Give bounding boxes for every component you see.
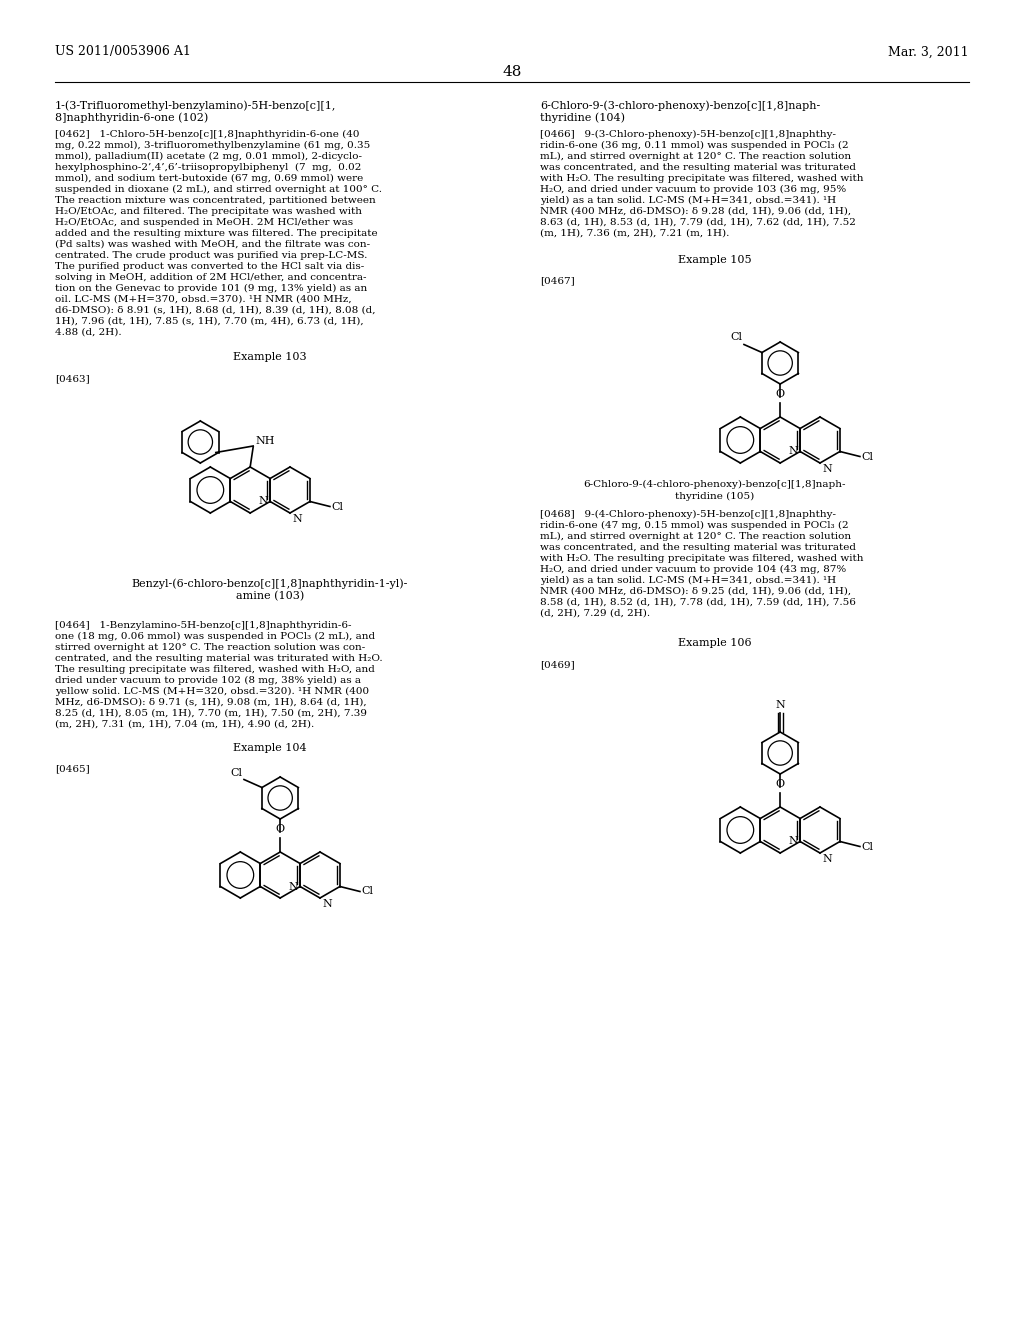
Text: yellow solid. LC-MS (M+H=320, obsd.=320). ¹H NMR (400: yellow solid. LC-MS (M+H=320, obsd.=320)… — [55, 686, 369, 696]
Text: [0467]: [0467] — [540, 276, 574, 285]
Text: mmol), palladium(II) acetate (2 mg, 0.01 mmol), 2-dicyclo-: mmol), palladium(II) acetate (2 mg, 0.01… — [55, 152, 362, 161]
Text: 8.25 (d, 1H), 8.05 (m, 1H), 7.70 (m, 1H), 7.50 (m, 2H), 7.39: 8.25 (d, 1H), 8.05 (m, 1H), 7.70 (m, 1H)… — [55, 709, 367, 718]
Text: MHz, d6-DMSO): δ 9.71 (s, 1H), 9.08 (m, 1H), 8.64 (d, 1H),: MHz, d6-DMSO): δ 9.71 (s, 1H), 9.08 (m, … — [55, 698, 367, 708]
Text: (Pd salts) was washed with MeOH, and the filtrate was con-: (Pd salts) was washed with MeOH, and the… — [55, 240, 370, 249]
Text: N: N — [322, 899, 332, 909]
Text: H₂O, and dried under vacuum to provide 104 (43 mg, 87%: H₂O, and dried under vacuum to provide 1… — [540, 565, 846, 574]
Text: N: N — [822, 465, 831, 474]
Text: 48: 48 — [503, 65, 521, 79]
Text: US 2011/0053906 A1: US 2011/0053906 A1 — [55, 45, 190, 58]
Text: tion on the Genevac to provide 101 (9 mg, 13% yield) as an: tion on the Genevac to provide 101 (9 mg… — [55, 284, 368, 293]
Text: yield) as a tan solid. LC-MS (M+H=341, obsd.=341). ¹H: yield) as a tan solid. LC-MS (M+H=341, o… — [540, 195, 837, 205]
Text: (d, 2H), 7.29 (d, 2H).: (d, 2H), 7.29 (d, 2H). — [540, 609, 650, 618]
Text: [0469]: [0469] — [540, 660, 574, 669]
Text: amine (103): amine (103) — [236, 591, 304, 602]
Text: Cl: Cl — [331, 502, 343, 511]
Text: [0466]   9-(3-Chloro-phenoxy)-5H-benzo[c][1,8]naphthy-: [0466] 9-(3-Chloro-phenoxy)-5H-benzo[c][… — [540, 129, 836, 139]
Text: NH: NH — [255, 436, 274, 446]
Text: The purified product was converted to the HCl salt via dis-: The purified product was converted to th… — [55, 261, 365, 271]
Text: mL), and stirred overnight at 120° C. The reaction solution: mL), and stirred overnight at 120° C. Th… — [540, 152, 851, 161]
Text: Example 105: Example 105 — [678, 255, 752, 265]
Text: O: O — [275, 824, 285, 834]
Text: ridin-6-one (36 mg, 0.11 mmol) was suspended in POCl₃ (2: ridin-6-one (36 mg, 0.11 mmol) was suspe… — [540, 141, 849, 150]
Text: NMR (400 MHz, d6-DMSO): δ 9.25 (dd, 1H), 9.06 (dd, 1H),: NMR (400 MHz, d6-DMSO): δ 9.25 (dd, 1H),… — [540, 587, 851, 597]
Text: N: N — [289, 882, 298, 891]
Text: [0463]: [0463] — [55, 374, 90, 383]
Text: stirred overnight at 120° C. The reaction solution was con-: stirred overnight at 120° C. The reactio… — [55, 643, 366, 652]
Text: Example 103: Example 103 — [233, 352, 307, 362]
Text: hexylphosphino-2’,4’,6’-triisopropylbiphenyl  (7  mg,  0.02: hexylphosphino-2’,4’,6’-triisopropylbiph… — [55, 162, 361, 172]
Text: N: N — [292, 513, 302, 524]
Text: mg, 0.22 mmol), 3-trifluoromethylbenzylamine (61 mg, 0.35: mg, 0.22 mmol), 3-trifluoromethylbenzyla… — [55, 141, 371, 150]
Text: (m, 2H), 7.31 (m, 1H), 7.04 (m, 1H), 4.90 (d, 2H).: (m, 2H), 7.31 (m, 1H), 7.04 (m, 1H), 4.9… — [55, 719, 314, 729]
Text: Cl: Cl — [360, 887, 373, 896]
Text: 4.88 (d, 2H).: 4.88 (d, 2H). — [55, 327, 122, 337]
Text: suspended in dioxane (2 mL), and stirred overnight at 100° C.: suspended in dioxane (2 mL), and stirred… — [55, 185, 382, 194]
Text: [0465]: [0465] — [55, 764, 90, 774]
Text: with H₂O. The resulting precipitate was filtered, washed with: with H₂O. The resulting precipitate was … — [540, 174, 863, 183]
Text: [0464]   1-Benzylamino-5H-benzo[c][1,8]naphthyridin-6-: [0464] 1-Benzylamino-5H-benzo[c][1,8]nap… — [55, 620, 351, 630]
Text: oil. LC-MS (M+H=370, obsd.=370). ¹H NMR (400 MHz,: oil. LC-MS (M+H=370, obsd.=370). ¹H NMR … — [55, 294, 351, 304]
Text: one (18 mg, 0.06 mmol) was suspended in POCl₃ (2 mL), and: one (18 mg, 0.06 mmol) was suspended in … — [55, 632, 375, 642]
Text: Cl: Cl — [861, 842, 872, 851]
Text: dried under vacuum to provide 102 (8 mg, 38% yield) as a: dried under vacuum to provide 102 (8 mg,… — [55, 676, 361, 685]
Text: [0468]   9-(4-Chloro-phenoxy)-5H-benzo[c][1,8]naphthy-: [0468] 9-(4-Chloro-phenoxy)-5H-benzo[c][… — [540, 510, 836, 519]
Text: H₂O/EtOAc, and suspended in MeOH. 2M HCl/ether was: H₂O/EtOAc, and suspended in MeOH. 2M HCl… — [55, 218, 353, 227]
Text: N: N — [788, 446, 798, 457]
Text: N: N — [788, 837, 798, 846]
Text: 1-(3-Trifluoromethyl-benzylamino)-5H-benzo[c][1,: 1-(3-Trifluoromethyl-benzylamino)-5H-ben… — [55, 100, 336, 111]
Text: yield) as a tan solid. LC-MS (M+H=341, obsd.=341). ¹H: yield) as a tan solid. LC-MS (M+H=341, o… — [540, 576, 837, 585]
Text: N: N — [258, 496, 268, 507]
Text: O: O — [775, 389, 784, 399]
Text: mmol), and sodium tert-butoxide (67 mg, 0.69 mmol) were: mmol), and sodium tert-butoxide (67 mg, … — [55, 174, 364, 183]
Text: 8.58 (d, 1H), 8.52 (d, 1H), 7.78 (dd, 1H), 7.59 (dd, 1H), 7.56: 8.58 (d, 1H), 8.52 (d, 1H), 7.78 (dd, 1H… — [540, 598, 856, 607]
Text: Cl: Cl — [230, 767, 242, 777]
Text: (m, 1H), 7.36 (m, 2H), 7.21 (m, 1H).: (m, 1H), 7.36 (m, 2H), 7.21 (m, 1H). — [540, 228, 729, 238]
Text: The reaction mixture was concentrated, partitioned between: The reaction mixture was concentrated, p… — [55, 195, 376, 205]
Text: with H₂O. The resulting precipitate was filtered, washed with: with H₂O. The resulting precipitate was … — [540, 554, 863, 564]
Text: ridin-6-one (47 mg, 0.15 mmol) was suspended in POCl₃ (2: ridin-6-one (47 mg, 0.15 mmol) was suspe… — [540, 521, 849, 531]
Text: Cl: Cl — [861, 451, 872, 462]
Text: H₂O/EtOAc, and filtered. The precipitate was washed with: H₂O/EtOAc, and filtered. The precipitate… — [55, 207, 362, 216]
Text: N: N — [775, 700, 785, 710]
Text: Cl: Cl — [730, 333, 742, 342]
Text: [0462]   1-Chloro-5H-benzo[c][1,8]naphthyridin-6-one (40: [0462] 1-Chloro-5H-benzo[c][1,8]naphthyr… — [55, 129, 359, 139]
Text: Benzyl-(6-chloro-benzo[c][1,8]naphthyridin-1-yl)-: Benzyl-(6-chloro-benzo[c][1,8]naphthyrid… — [132, 578, 409, 589]
Text: 8.63 (d, 1H), 8.53 (d, 1H), 7.79 (dd, 1H), 7.62 (dd, 1H), 7.52: 8.63 (d, 1H), 8.53 (d, 1H), 7.79 (dd, 1H… — [540, 218, 856, 227]
Text: 6-Chloro-9-(4-chloro-phenoxy)-benzo[c][1,8]naph-: 6-Chloro-9-(4-chloro-phenoxy)-benzo[c][1… — [584, 480, 846, 490]
Text: NMR (400 MHz, d6-DMSO): δ 9.28 (dd, 1H), 9.06 (dd, 1H),: NMR (400 MHz, d6-DMSO): δ 9.28 (dd, 1H),… — [540, 207, 851, 216]
Text: N: N — [822, 854, 831, 865]
Text: solving in MeOH, addition of 2M HCl/ether, and concentra-: solving in MeOH, addition of 2M HCl/ethe… — [55, 273, 367, 282]
Text: Mar. 3, 2011: Mar. 3, 2011 — [889, 45, 969, 58]
Text: 8]naphthyridin-6-one (102): 8]naphthyridin-6-one (102) — [55, 112, 208, 123]
Text: 1H), 7.96 (dt, 1H), 7.85 (s, 1H), 7.70 (m, 4H), 6.73 (d, 1H),: 1H), 7.96 (dt, 1H), 7.85 (s, 1H), 7.70 (… — [55, 317, 364, 326]
Text: 6-Chloro-9-(3-chloro-phenoxy)-benzo[c][1,8]naph-: 6-Chloro-9-(3-chloro-phenoxy)-benzo[c][1… — [540, 100, 820, 111]
Text: was concentrated, and the resulting material was triturated: was concentrated, and the resulting mate… — [540, 543, 856, 552]
Text: added and the resulting mixture was filtered. The precipitate: added and the resulting mixture was filt… — [55, 228, 378, 238]
Text: mL), and stirred overnight at 120° C. The reaction solution: mL), and stirred overnight at 120° C. Th… — [540, 532, 851, 541]
Text: O: O — [775, 779, 784, 789]
Text: was concentrated, and the resulting material was triturated: was concentrated, and the resulting mate… — [540, 162, 856, 172]
Text: d6-DMSO): δ 8.91 (s, 1H), 8.68 (d, 1H), 8.39 (d, 1H), 8.08 (d,: d6-DMSO): δ 8.91 (s, 1H), 8.68 (d, 1H), … — [55, 306, 376, 315]
Text: thyridine (105): thyridine (105) — [676, 492, 755, 502]
Text: thyridine (104): thyridine (104) — [540, 112, 625, 123]
Text: centrated, and the resulting material was triturated with H₂O.: centrated, and the resulting material wa… — [55, 653, 383, 663]
Text: centrated. The crude product was purified via prep-LC-MS.: centrated. The crude product was purifie… — [55, 251, 368, 260]
Text: The resulting precipitate was filtered, washed with H₂O, and: The resulting precipitate was filtered, … — [55, 665, 375, 675]
Text: Example 104: Example 104 — [233, 743, 307, 752]
Text: H₂O, and dried under vacuum to provide 103 (36 mg, 95%: H₂O, and dried under vacuum to provide 1… — [540, 185, 846, 194]
Text: Example 106: Example 106 — [678, 638, 752, 648]
